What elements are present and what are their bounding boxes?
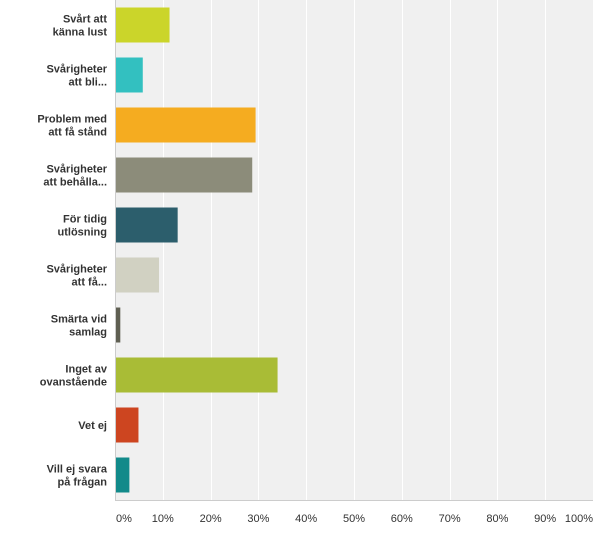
category-label-0-line-0: Svårt att — [63, 14, 107, 26]
x-tick-label-0: 0% — [116, 513, 132, 525]
category-label-6-line-1: samlag — [69, 327, 107, 339]
category-label-8: Vet ej — [78, 420, 107, 432]
bar-8 — [116, 407, 139, 443]
bar-7 — [116, 357, 278, 393]
category-label-1-line-0: Svårigheter — [46, 64, 107, 76]
category-label-2-line-0: Problem med — [37, 114, 107, 126]
category-label-7-line-1: ovanstående — [40, 377, 107, 389]
x-tick-label-30: 30% — [247, 513, 269, 525]
x-tick-label-100: 100% — [565, 513, 593, 525]
x-tick-label-90: 90% — [534, 513, 556, 525]
bar-0 — [116, 7, 170, 43]
x-tick-label-60: 60% — [391, 513, 413, 525]
x-tick-label-50: 50% — [343, 513, 365, 525]
category-label-1-line-1: att bli... — [69, 77, 108, 89]
x-tick-label-40: 40% — [295, 513, 317, 525]
x-tick-label-70: 70% — [439, 513, 461, 525]
category-label-7-line-0: Inget av — [65, 364, 107, 376]
category-label-3-line-0: Svårigheter — [46, 164, 107, 176]
bar-4 — [116, 207, 178, 243]
category-label-4-line-0: För tidig — [63, 214, 107, 226]
bar-1 — [116, 57, 143, 93]
x-tick-label-20: 20% — [200, 513, 222, 525]
category-label-5-line-1: att få... — [72, 277, 107, 289]
category-label-5-line-0: Svårigheter — [46, 264, 107, 276]
category-label-0-line-1: känna lust — [53, 27, 108, 39]
bar-6 — [116, 307, 121, 343]
category-label-3-line-1: att behålla... — [43, 177, 107, 189]
x-tick-label-10: 10% — [152, 513, 174, 525]
category-label-9-line-1: på frågan — [57, 477, 107, 489]
category-label-6-line-0: Smärta vid — [51, 314, 107, 326]
category-label-2-line-1: att få stånd — [48, 127, 107, 139]
bar-3 — [116, 157, 253, 193]
category-label-9-line-0: Vill ej svara — [47, 464, 108, 476]
bar-5 — [116, 257, 160, 293]
category-label-4-line-1: utlösning — [58, 227, 108, 239]
bar-9 — [116, 457, 130, 493]
x-tick-label-80: 80% — [486, 513, 508, 525]
bar-2 — [116, 107, 256, 143]
